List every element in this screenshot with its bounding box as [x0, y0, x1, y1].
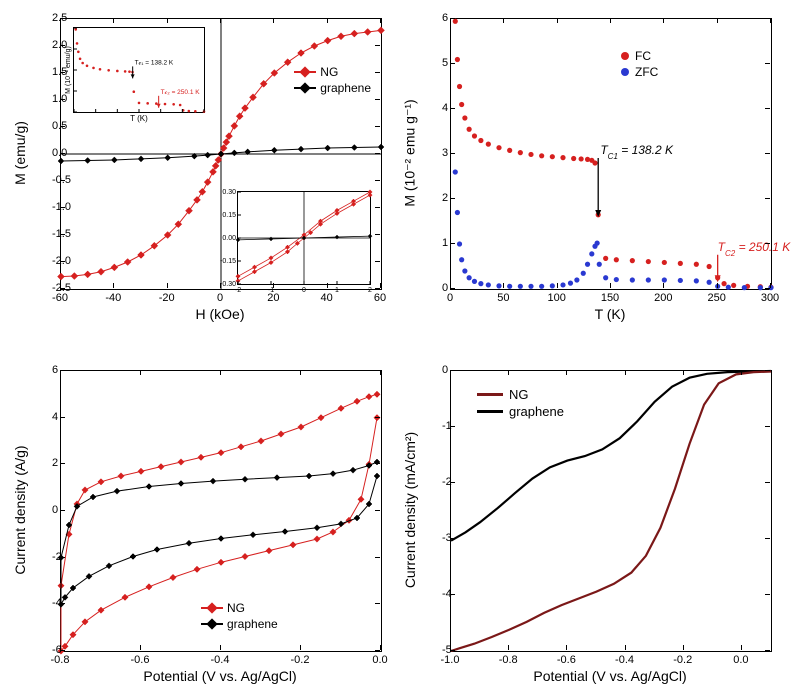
panel-mh: T (K)M (10⁻² emu/g)T𝒸₁ = 138.2 KT𝒸₂ = 25… [12, 18, 392, 330]
panel-mt-plot: TC1 = 138.2 KTC2 = 250.1 K FC ZFC [450, 18, 772, 290]
legend-item: graphene [294, 81, 371, 95]
xtick: -0.6 [131, 654, 150, 666]
legend-item: FC [621, 49, 658, 63]
panel-cv: NG graphene Potential (V vs. Ag/AgCl) Cur… [12, 370, 392, 692]
xtick: 0 [217, 292, 223, 304]
svg-text:-0.30: -0.30 [220, 281, 236, 288]
panel-mh-plot: T (K)M (10⁻² emu/g)T𝒸₁ = 138.2 KT𝒸₂ = 25… [60, 18, 382, 290]
legend-item: graphene [477, 404, 564, 419]
xtick: 50 [497, 292, 509, 304]
xtick: -0.2 [291, 654, 310, 666]
svg-text:T (K): T (K) [130, 114, 148, 123]
panel-mt-xlabel: T (K) [595, 306, 626, 322]
xtick: -0.6 [557, 654, 576, 666]
xtick: 20 [267, 292, 279, 304]
xtick: -0.4 [615, 654, 634, 666]
svg-text:2: 2 [368, 287, 372, 294]
xtick: -40 [105, 292, 121, 304]
svg-text:0: 0 [302, 287, 306, 294]
svg-text:-0.15: -0.15 [220, 258, 236, 265]
svg-text:TC2 = 250.1 K: TC2 = 250.1 K [718, 240, 792, 258]
panel-orr-plot: NG graphene [450, 370, 772, 652]
inset-zoom-svg: -2-1012-0.30-0.150.000.150.30 [238, 192, 370, 284]
panel-orr: NG graphene Potential (V vs. Ag/AgCl) Cur… [402, 370, 782, 692]
panel-orr-ylabel: Current density (mA/cm²) [402, 432, 418, 588]
panel-mh-legend: NG graphene [294, 65, 371, 97]
svg-text:0.15: 0.15 [222, 212, 236, 219]
panel-mt: TC1 = 138.2 KTC2 = 250.1 K FC ZFC T (K) M… [402, 18, 782, 330]
xtick: -0.4 [211, 654, 230, 666]
panel-mt-legend: FC ZFC [621, 49, 658, 81]
legend-item: NG [477, 387, 564, 402]
legend-item: NG [294, 65, 371, 79]
svg-text:0.00: 0.00 [222, 235, 236, 242]
svg-text:TC1 = 138.2 K: TC1 = 138.2 K [600, 143, 674, 161]
panel-cv-legend: NG graphene [201, 601, 278, 633]
panel-mt-ylabel: M (10⁻² emu g⁻¹) [402, 99, 419, 206]
svg-text:0.30: 0.30 [222, 189, 236, 196]
panel-mt-svg: TC1 = 138.2 KTC2 = 250.1 K [451, 19, 771, 289]
xtick: 0.0 [733, 654, 748, 666]
panel-cv-xlabel: Potential (V vs. Ag/AgCl) [143, 668, 296, 684]
svg-text:-2: -2 [235, 287, 241, 294]
xtick: 0.0 [372, 654, 387, 666]
legend-item: NG [201, 601, 278, 615]
panel-orr-xlabel: Potential (V vs. Ag/AgCl) [533, 668, 686, 684]
xtick: 150 [601, 292, 619, 304]
xtick: 300 [761, 292, 779, 304]
panel-mh-xlabel: H (kOe) [196, 306, 245, 322]
xtick: 200 [654, 292, 672, 304]
svg-text:T𝒸₁ = 138.2 K: T𝒸₁ = 138.2 K [135, 59, 174, 66]
panel-mh-ylabel: M (emu/g) [12, 121, 28, 185]
xtick: -0.2 [673, 654, 692, 666]
xtick: -0.8 [499, 654, 518, 666]
svg-text:1: 1 [335, 287, 339, 294]
panel-cv-plot: NG graphene [60, 370, 382, 652]
xtick: -20 [159, 292, 175, 304]
legend-item: ZFC [621, 65, 658, 79]
panel-mh-inset-mt: T (K)M (10⁻² emu/g)T𝒸₁ = 138.2 KT𝒸₂ = 25… [73, 27, 205, 113]
xtick: 40 [321, 292, 333, 304]
panel-cv-ylabel: Current density (A/g) [12, 445, 28, 574]
inset-mt-svg: T (K)M (10⁻² emu/g)T𝒸₁ = 138.2 KT𝒸₂ = 25… [74, 28, 204, 112]
panel-mh-inset-zoom: -2-1012-0.30-0.150.000.150.30 [237, 191, 371, 285]
legend-item: graphene [201, 617, 278, 631]
figure: T (K)M (10⁻² emu/g)T𝒸₁ = 138.2 KT𝒸₂ = 25… [0, 0, 800, 689]
xtick: 100 [547, 292, 565, 304]
xtick: 60 [374, 292, 386, 304]
xtick: 250 [707, 292, 725, 304]
panel-orr-legend: NG graphene [477, 387, 564, 421]
svg-text:T𝒸₂ = 250.1 K: T𝒸₂ = 250.1 K [161, 89, 201, 96]
